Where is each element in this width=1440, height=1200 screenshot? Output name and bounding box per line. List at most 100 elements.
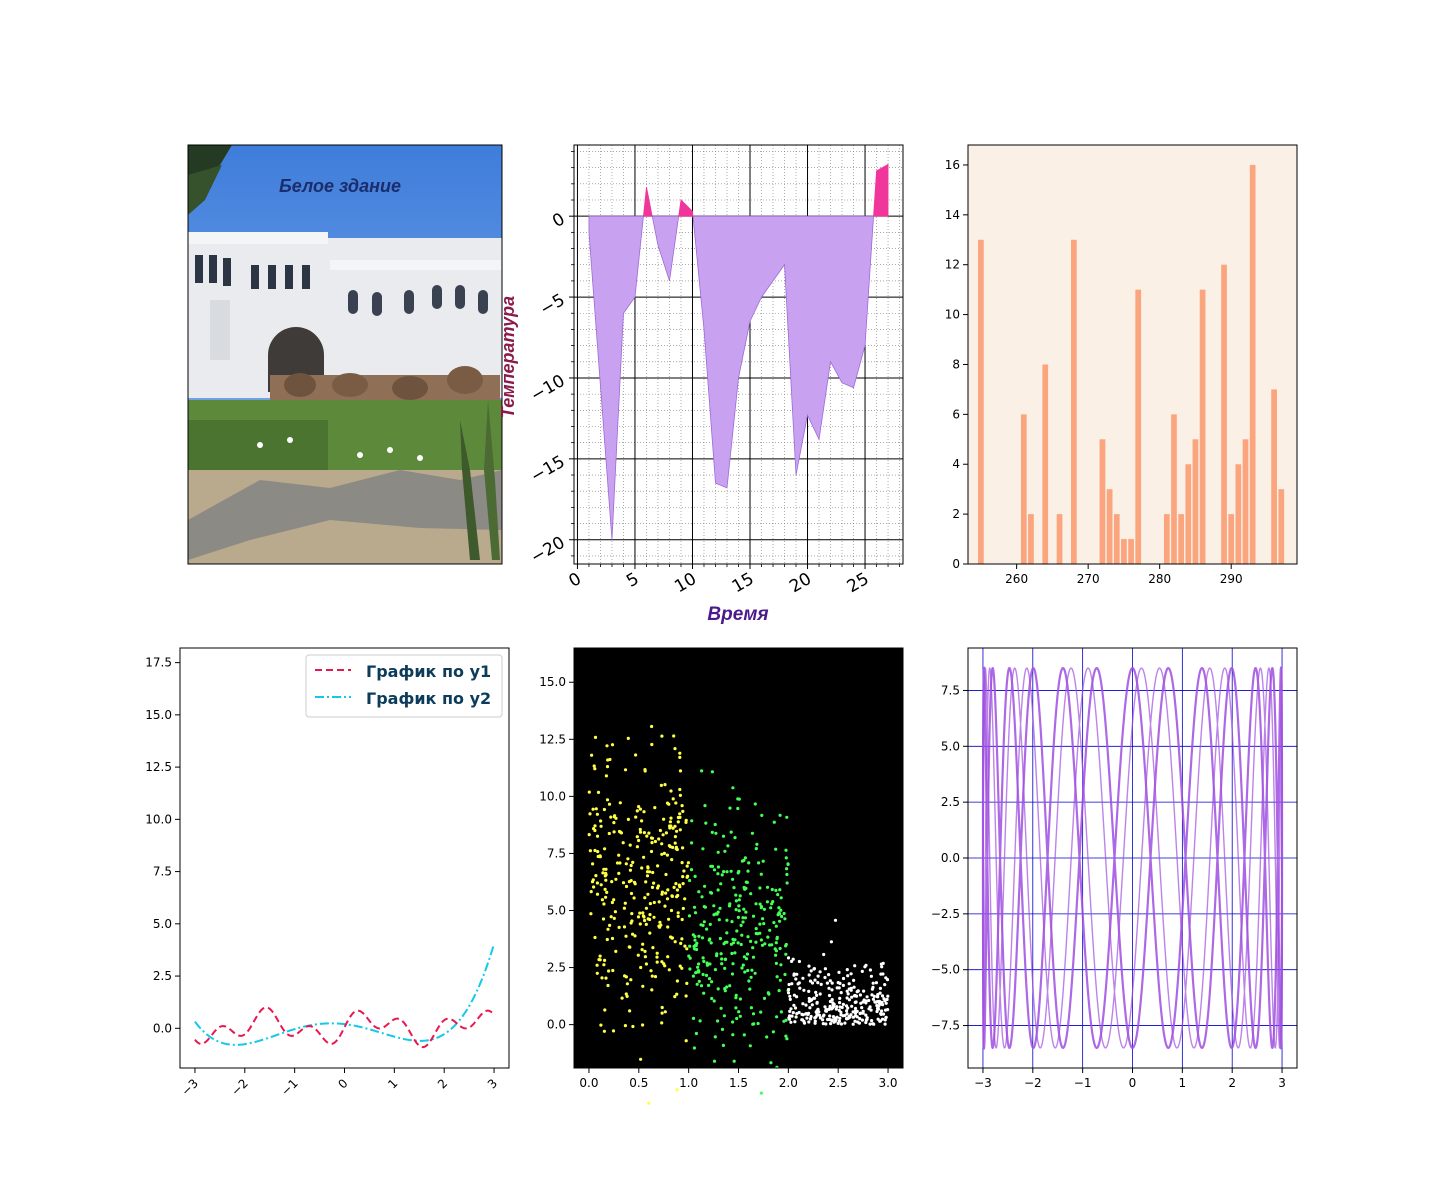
green-point [737,1010,741,1014]
green-point [774,941,778,945]
white-point [865,995,869,999]
yellow-point [638,827,642,832]
bar [1099,439,1106,564]
green-point [700,895,704,899]
yellow-point [603,958,607,963]
green-point [734,908,738,912]
white-point [872,994,876,999]
bar-chart-ytick-label: 2 [952,507,960,521]
yellow-point [610,900,615,905]
white-point [788,1009,792,1014]
yellow-point [630,912,634,916]
yellow-point [652,900,656,905]
lissajous-chart-ytick-label: 2.5 [941,795,960,809]
green-point [692,905,697,909]
white-point [812,967,817,971]
green-point [690,819,694,823]
scatter-chart-ytick-label: 10.0 [539,789,566,803]
yellow-point [601,917,606,921]
yellow-point [601,871,605,875]
yellow-point [624,934,628,938]
yellow-point [657,837,661,841]
scatter-chart-xtick-label: 1.0 [679,1076,698,1090]
green-point [694,971,698,975]
green-point [722,1014,727,1018]
green-point [702,959,706,964]
white-point [828,1014,832,1018]
green-point [721,1043,726,1047]
white-point [804,1012,808,1016]
yellow-point [598,954,602,958]
green-point [742,907,746,911]
bar [1192,439,1199,564]
yellow-point [611,1029,616,1033]
green-point [689,868,694,872]
white-point [857,1021,862,1025]
yellow-point [644,922,648,927]
yellow-point [644,962,649,966]
white-point [865,1017,869,1021]
green-point [784,952,788,956]
yellow-point [623,901,627,905]
green-point [785,872,789,877]
white-point [858,1011,863,1015]
green-point [785,815,789,819]
lissajous-chart-ytick-label: −7.5 [931,1019,960,1033]
white-point [847,1014,851,1019]
white-point [829,940,834,944]
white-point [851,1010,855,1014]
green-point [700,936,705,940]
white-point [829,1022,833,1026]
white-point [870,1019,874,1023]
yellow-point [588,812,592,816]
yellow-point [655,955,659,959]
green-point [758,922,762,926]
yellow-point [678,793,683,798]
yellow-point [637,805,641,809]
white-point [818,970,822,974]
white-point [885,978,890,982]
green-point [729,869,733,873]
yellow-point [618,861,622,865]
white-point [884,1015,888,1019]
white-point [810,1003,814,1007]
yellow-point [647,1101,651,1105]
yellow-point [595,812,600,816]
white-point [810,981,815,985]
area-chart-xtick-label: 15 [729,569,758,597]
green-point [786,862,790,867]
white-point [786,956,791,960]
green-point [736,806,740,811]
green-point [701,847,705,851]
white-point [860,1018,865,1022]
yellow-point [632,896,636,900]
white-point [880,994,885,998]
green-point [778,978,783,982]
green-point [697,979,701,984]
green-point [784,856,788,860]
green-point [696,969,701,973]
yellow-point [652,915,656,919]
green-point [768,943,772,947]
white-point [860,1006,864,1010]
yellow-point [598,855,602,859]
yellow-point [595,834,600,838]
green-point [728,984,732,988]
green-point [767,992,771,996]
green-point [737,904,741,908]
yellow-point [617,853,621,857]
yellow-point [683,897,687,901]
green-point [748,1044,752,1048]
green-point [723,987,727,991]
yellow-point [670,894,675,899]
green-point [757,861,761,865]
yellow-point [610,743,615,747]
green-point [730,920,734,924]
white-point [876,1007,881,1011]
white-point [827,986,831,990]
white-point [801,976,805,980]
green-point [770,887,774,892]
yellow-point [648,902,653,906]
scatter-chart: 0.0 0.5 1.0 1.5 2.0 2.5 3.0 0.0 2.5 5.0 7.5 10.0 12.… [539,647,904,1105]
positive-area [642,163,889,217]
